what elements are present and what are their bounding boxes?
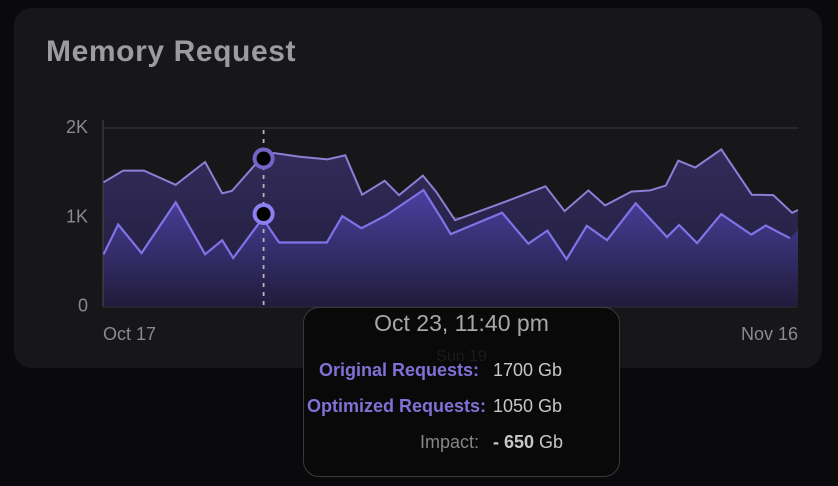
svg-text:0: 0 — [78, 296, 88, 316]
svg-text:1K: 1K — [66, 207, 88, 227]
svg-text:Oct 17: Oct 17 — [103, 324, 156, 344]
svg-text:Nov 16: Nov 16 — [741, 324, 798, 344]
svg-text:2K: 2K — [66, 117, 88, 137]
